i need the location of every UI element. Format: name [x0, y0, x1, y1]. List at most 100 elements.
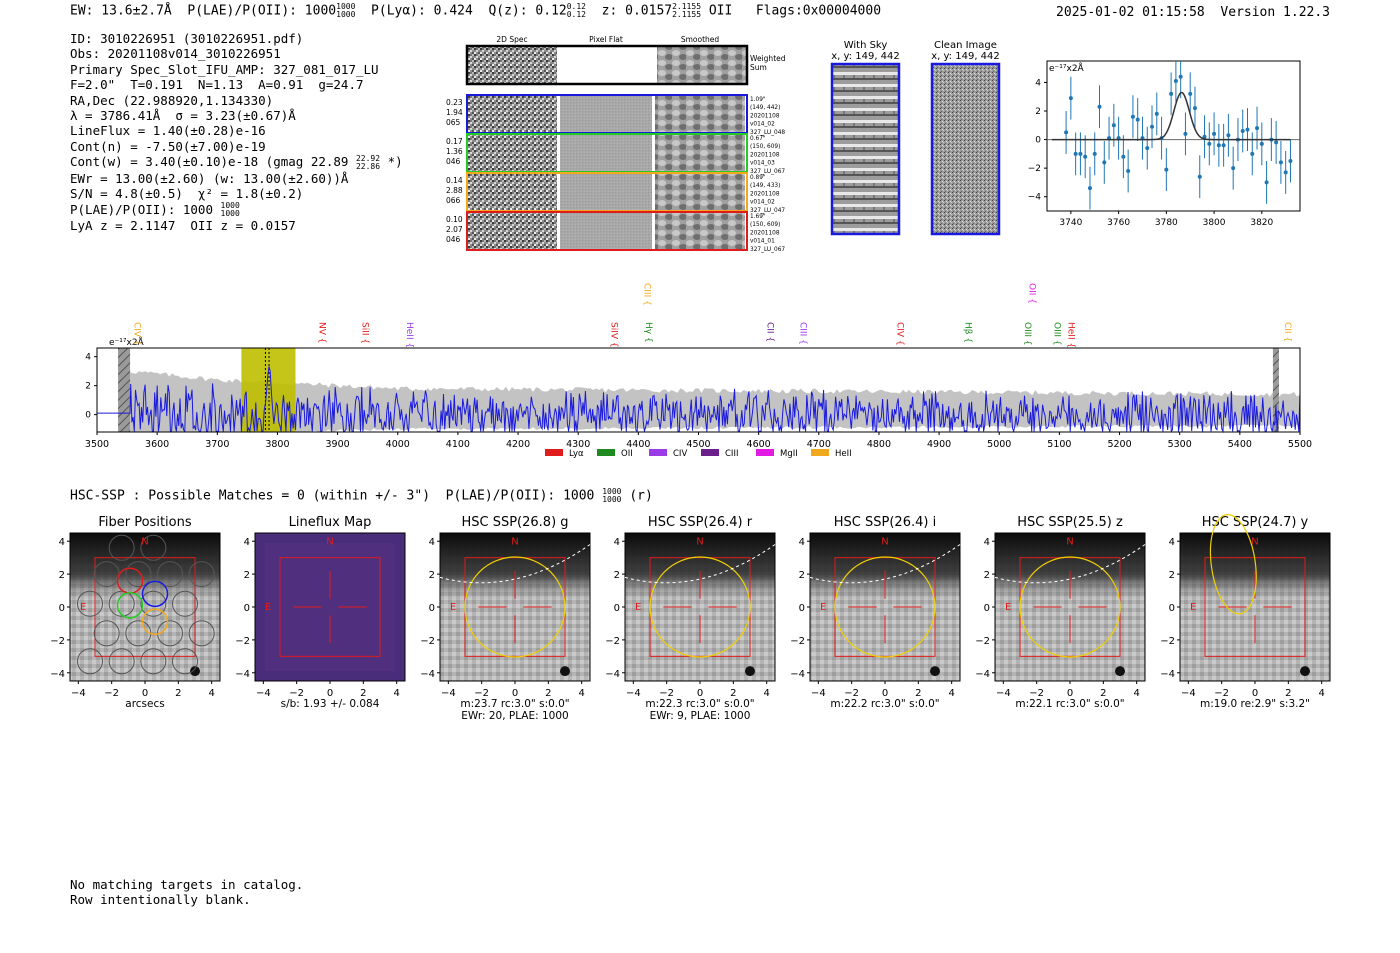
fiber-row-stat: 2.07: [446, 225, 463, 234]
selected-fiber-circle: [141, 608, 169, 636]
fiber-circle: [157, 561, 183, 588]
hsc-ytick-label: 4: [799, 537, 805, 548]
hsc-xtick-label: −4: [626, 688, 641, 699]
fiber-circle: [108, 590, 135, 617]
header-plae: P(LAE)/P(OII): 1000: [187, 3, 337, 19]
hsc-xtick-label: −2: [659, 688, 674, 699]
hsc-caption-secondary: EWr: 20, PLAE: 1000: [461, 710, 568, 722]
zoom-data-point: [1102, 160, 1107, 165]
fiber-row-stat: 046: [446, 157, 461, 166]
header-ew: EW: 13.6±2.7Å: [70, 3, 172, 19]
zoom-data-point: [1178, 74, 1183, 79]
spectrum-xtick-label: 3900: [326, 439, 350, 450]
fiber-stamp-image: [655, 134, 745, 172]
weighted-sum-label: Sum: [750, 63, 767, 72]
fiber-circle: [140, 534, 167, 561]
legend-swatch: [597, 449, 615, 456]
fiber-row-meta: (150, 609): [750, 144, 780, 150]
hsc-neighbor-source: [1300, 666, 1310, 677]
fiber-stamp-image: [560, 95, 652, 133]
zoom-data-point: [1221, 143, 1226, 148]
zoom-data-point: [1231, 166, 1236, 171]
hsc-xtick-label: 4: [393, 688, 399, 699]
hsc-ytick-label: 0: [614, 603, 620, 614]
hsc-xtick-label: −2: [1029, 688, 1044, 699]
zoom-data-point: [1078, 151, 1083, 156]
source-ellipse: [1209, 514, 1257, 615]
bright-source-isophote: [809, 544, 961, 584]
legend-label: CIV: [673, 449, 687, 459]
catalog-notes: No matching targets in catalog. Row inten…: [70, 877, 303, 907]
hsc-header: HSC-SSP : Possible Matches = 0 (within +…: [70, 487, 653, 504]
spectrum-xtick-label: 5500: [1288, 439, 1312, 450]
zoom-data-point: [1216, 143, 1221, 148]
hsc-panel-title: HSC SSP(24.7) y: [1202, 515, 1309, 530]
hsc-panel-title: Lineflux Map: [289, 515, 372, 530]
hsc-ytick-label: 2: [614, 570, 620, 581]
spectral-line-marker: OIII {: [1052, 322, 1062, 346]
header-plya: P(Lyα): 0.424: [371, 3, 473, 19]
north-label: N: [696, 537, 703, 548]
hsc-ytick-label: −4: [50, 669, 65, 680]
aperture-box: [279, 557, 381, 657]
info-sn: S/N = 4.8(±0.5) χ² = 1.8(±0.2): [70, 186, 304, 202]
zoom-data-point: [1169, 91, 1174, 96]
hsc-xtick-label: 0: [882, 688, 888, 699]
info-lambda: λ = 3786.41Å σ = 3.23(±0.67)Å: [70, 108, 296, 124]
zoom-data-point: [1192, 106, 1197, 111]
hsc-neighbor-source: [930, 666, 940, 677]
hsc-panel-title: HSC SSP(26.8) g: [461, 515, 568, 530]
fiber-row-stat: 1.94: [446, 108, 463, 117]
fiber-row-meta: 327_LU_067: [750, 169, 785, 175]
hsc-ytick-label: −2: [50, 636, 65, 647]
spectrum-xtick-label: 4200: [506, 439, 530, 450]
stamp-col-label: Pixel Flat: [589, 35, 623, 44]
fiber-circle: [93, 620, 120, 647]
hsc-bright-source: [810, 533, 960, 681]
spectrum-xtick-label: 4900: [927, 439, 951, 450]
sky-panel-title: With Sky: [844, 40, 888, 51]
fiber-circle: [188, 561, 215, 588]
hsc-xtick-label: −4: [441, 688, 456, 699]
hsc-xtick-label: 2: [175, 688, 181, 699]
hsc-ytick-label: −2: [975, 636, 990, 647]
zoom-data-point: [1188, 91, 1193, 96]
fiber-row-meta: 20201108: [750, 191, 780, 197]
zoom-xtick-label: 3740: [1059, 218, 1082, 228]
spectrum-xtick-label: 4000: [386, 439, 410, 450]
zoom-data-point: [1288, 159, 1293, 163]
fiber-row-frame: [466, 211, 748, 251]
fiber-row-meta: 1.09": [750, 97, 766, 103]
fiber-stamp-image: [560, 134, 652, 172]
hsc-caption: arcsecs: [125, 698, 164, 710]
legend-swatch: [649, 449, 667, 456]
hsc-ytick-label: −2: [235, 636, 250, 647]
east-label: E: [820, 602, 826, 613]
spectrum-ytick-label: 4: [85, 353, 91, 363]
fiber-row-meta: 1.69": [750, 214, 766, 220]
fiber-circle: [108, 534, 135, 561]
hsc-xtick-label: 2: [730, 688, 736, 699]
spectral-line-marker: OIII {: [1022, 322, 1032, 346]
spectrum-xtick-label: 4400: [626, 439, 650, 450]
hsc-ytick-label: −4: [790, 669, 805, 680]
zoom-data-point: [1183, 131, 1188, 136]
fiber-stamp-image: [467, 95, 557, 133]
zoom-ytick-label: 4: [1035, 78, 1041, 88]
spectrum-xtick-label: 4300: [566, 439, 590, 450]
hsc-ytick-label: −4: [235, 669, 250, 680]
header-z-line: OII: [708, 3, 733, 19]
zoom-gaussian-model: [1051, 91, 1291, 141]
selected-fiber-circle: [116, 592, 144, 619]
note-line-2: Row intentionally blank.: [70, 892, 251, 907]
hsc-xtick-label: 2: [1100, 688, 1106, 699]
aperture-circle: [649, 556, 751, 658]
hsc-ytick-label: 0: [799, 603, 805, 614]
fiber-row-meta: (149, 442): [750, 105, 780, 111]
zoom-data-point: [1202, 134, 1207, 139]
header-summary: EW: 13.6±2.7Å P(LAE)/P(OII): 1000 1000 100…: [70, 3, 881, 19]
zoom-data-point: [1073, 151, 1078, 156]
hsc-ytick-label: 4: [429, 537, 435, 548]
info-fit: F=2.0" T=0.191 N=1.13 A=0.91 g=24.7: [70, 77, 364, 93]
zoom-data-point: [1255, 126, 1260, 131]
